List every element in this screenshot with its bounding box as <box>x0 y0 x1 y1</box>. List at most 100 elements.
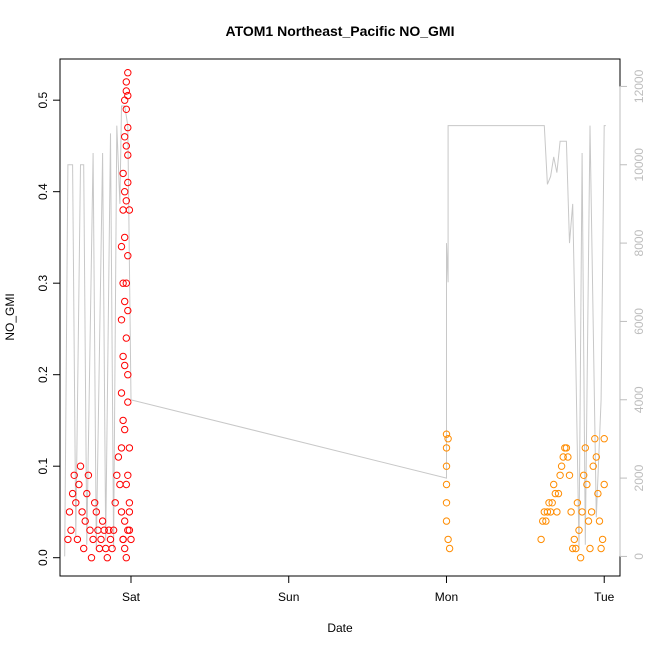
data-point-orange-23 <box>559 453 567 461</box>
y2-tick-label-4: 8000 <box>632 229 646 256</box>
data-point-red-80 <box>124 91 132 100</box>
x-tick-label-3: Tue <box>594 590 615 604</box>
data-point-red-70 <box>125 444 134 452</box>
data-point-orange-2 <box>442 462 451 470</box>
data-point-red-69 <box>124 371 132 379</box>
data-point-orange-10 <box>539 517 547 525</box>
data-point-red-4 <box>70 471 78 479</box>
y2-tick-label-1: 2000 <box>632 464 646 491</box>
data-point-red-14 <box>86 526 94 534</box>
y-tick-label-3: 0.3 <box>36 275 50 292</box>
data-point-orange-25 <box>562 444 571 452</box>
data-point-red-57 <box>119 535 127 544</box>
data-point-red-7 <box>75 480 83 489</box>
y-tick-label-5: 0.5 <box>36 92 50 109</box>
x-tick-label-0: Sat <box>122 590 141 604</box>
chart-title: ATOM1 Northeast_Pacific NO_GMI <box>226 23 455 39</box>
data-point-red-39 <box>125 508 134 516</box>
data-point-orange-49 <box>600 480 608 489</box>
data-point-red-1 <box>65 508 74 516</box>
data-point-red-12 <box>83 489 91 498</box>
data-point-red-23 <box>100 526 108 534</box>
data-point-orange-12 <box>542 517 550 525</box>
data-point-orange-17 <box>550 480 558 489</box>
data-point-orange-34 <box>576 554 585 562</box>
data-point-orange-20 <box>554 489 563 498</box>
data-point-red-50 <box>121 188 129 196</box>
data-point-red-62 <box>124 151 132 159</box>
data-point-orange-48 <box>598 535 607 544</box>
data-point-red-77 <box>124 471 132 479</box>
x-axis-label: Date <box>327 621 353 635</box>
data-point-red-0 <box>64 535 72 544</box>
data-point-red-20 <box>95 544 104 553</box>
data-point-red-18 <box>92 508 101 516</box>
y-tick-label-2: 0.2 <box>36 366 50 383</box>
data-point-orange-29 <box>569 544 577 553</box>
data-point-red-9 <box>78 508 86 516</box>
data-point-red-44 <box>117 316 126 324</box>
plot-frame <box>59 58 621 577</box>
data-point-red-8 <box>76 462 85 470</box>
data-point-red-22 <box>98 517 107 525</box>
data-point-red-59 <box>122 78 131 86</box>
data-point-red-54 <box>121 425 129 434</box>
data-point-orange-32 <box>573 499 582 507</box>
y-tick-label-1: 0.1 <box>36 458 50 475</box>
data-point-orange-8 <box>444 435 452 443</box>
data-point-orange-14 <box>545 499 553 507</box>
data-point-red-53 <box>121 361 129 370</box>
data-point-orange-45 <box>594 489 602 498</box>
data-point-red-37 <box>122 554 131 562</box>
data-point-orange-40 <box>586 544 594 553</box>
data-point-orange-39 <box>584 517 593 525</box>
y-tick-label-0: 0.0 <box>36 549 50 566</box>
data-point-orange-33 <box>575 526 583 534</box>
data-point-orange-50 <box>600 435 608 443</box>
data-point-red-56 <box>121 517 129 525</box>
y2-tick-label-0: 0 <box>632 553 646 560</box>
data-point-red-29 <box>109 526 118 534</box>
data-point-red-67 <box>124 252 132 260</box>
y2-tick-label-2: 4000 <box>632 386 646 413</box>
data-point-red-78 <box>122 87 131 95</box>
data-point-orange-4 <box>442 499 451 507</box>
data-point-red-3 <box>68 489 77 498</box>
data-point-red-26 <box>105 526 113 534</box>
data-point-orange-1 <box>442 444 451 452</box>
data-point-orange-5 <box>442 517 451 525</box>
data-point-red-61 <box>124 123 132 132</box>
data-point-red-45 <box>119 279 127 287</box>
data-point-orange-36 <box>580 471 588 479</box>
data-point-orange-37 <box>581 444 589 452</box>
data-point-orange-21 <box>556 471 564 479</box>
data-point-red-63 <box>124 178 132 187</box>
data-point-red-47 <box>119 206 127 214</box>
data-point-red-30 <box>111 499 119 507</box>
data-point-red-73 <box>127 535 135 544</box>
data-point-red-64 <box>125 206 134 214</box>
data-point-orange-28 <box>567 508 575 516</box>
data-point-red-76 <box>124 398 132 406</box>
data-point-red-27 <box>106 535 115 544</box>
data-point-orange-9 <box>537 535 545 544</box>
data-point-orange-0 <box>442 430 451 438</box>
data-point-red-58 <box>121 96 129 104</box>
data-point-red-24 <box>102 544 110 553</box>
axes: Sat Sun Mon Tue 0.0 0.1 0.2 0.3 0.4 0.5 0 2000 4000 6… <box>36 69 646 604</box>
data-point-orange-18 <box>551 489 559 498</box>
data-point-orange-43 <box>591 435 599 443</box>
data-point-red-51 <box>121 233 129 242</box>
plot-marks <box>64 69 608 562</box>
data-point-orange-16 <box>548 499 556 507</box>
data-point-red-65 <box>122 142 131 150</box>
data-point-orange-35 <box>578 508 586 516</box>
data-point-orange-27 <box>565 471 574 479</box>
data-point-red-21 <box>97 535 105 544</box>
data-point-orange-30 <box>570 535 578 544</box>
data-point-orange-42 <box>589 462 597 470</box>
y-axis-label: NO_GMI <box>3 293 17 340</box>
data-point-red-46 <box>117 242 126 251</box>
data-point-red-34 <box>117 508 126 516</box>
